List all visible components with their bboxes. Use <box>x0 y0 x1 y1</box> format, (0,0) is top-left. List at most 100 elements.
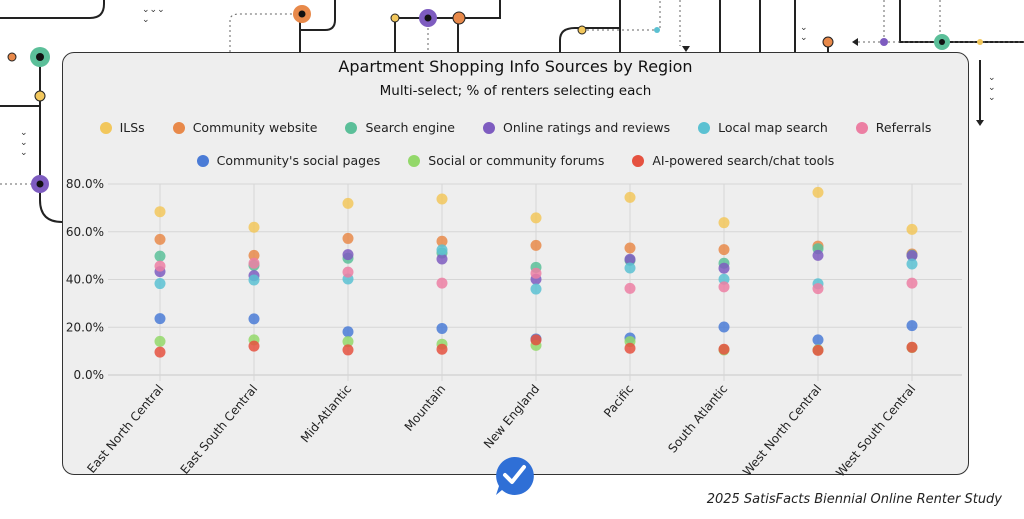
data-point <box>906 341 918 353</box>
legend-swatch <box>632 154 645 167</box>
data-point <box>154 206 166 218</box>
svg-text:⌄: ⌄ <box>988 73 996 83</box>
data-point <box>248 313 260 325</box>
data-point <box>248 340 260 352</box>
x-tick-label: East South Central <box>178 382 261 477</box>
legend-swatch <box>345 121 358 134</box>
chart-title: Apartment Shopping Info Sources by Regio… <box>338 57 693 76</box>
source-footer: 2025 SatisFacts Biennial Online Renter S… <box>706 492 1002 507</box>
data-point <box>248 221 260 233</box>
legend-item: AI-powered search/chat tools <box>632 153 834 168</box>
data-point <box>906 258 918 270</box>
y-tick-label: 20.0% <box>66 320 104 334</box>
legend-label: Social or community forums <box>428 153 605 168</box>
data-point <box>812 283 824 295</box>
legend-label: Referrals <box>875 120 932 135</box>
data-point <box>906 320 918 332</box>
data-point <box>154 346 166 358</box>
data-point <box>718 281 730 293</box>
data-point <box>906 223 918 235</box>
x-tick-label: Mid-Atlantic <box>298 382 354 445</box>
data-point <box>530 239 542 251</box>
svg-text:⌄: ⌄ <box>800 23 808 33</box>
data-point <box>906 277 918 289</box>
legend-item: Referrals <box>855 120 932 135</box>
legend-swatch <box>698 121 711 134</box>
data-point <box>718 262 730 274</box>
data-point <box>436 244 448 256</box>
data-point <box>436 235 448 247</box>
data-point <box>342 249 354 261</box>
y-tick-label: 40.0% <box>66 273 104 287</box>
data-point <box>436 277 448 289</box>
data-point <box>812 186 824 198</box>
data-point <box>248 274 260 286</box>
x-tick-label: East North Central <box>84 382 166 476</box>
data-point <box>718 217 730 229</box>
data-point <box>718 273 730 285</box>
data-point <box>248 249 260 261</box>
legend-swatch <box>99 121 112 134</box>
data-point <box>812 249 824 261</box>
legend-swatch <box>483 121 495 134</box>
legend-item: Social or community forums <box>408 153 604 168</box>
data-point <box>530 212 542 224</box>
data-point <box>154 250 166 262</box>
legend-label: Online ratings and reviews <box>503 120 671 135</box>
checkmark-speech-bubble-icon <box>492 455 538 501</box>
legend-label: Search engine <box>365 120 455 135</box>
svg-text:⌄: ⌄ <box>988 93 996 103</box>
legend-item: Community's social pages <box>196 153 380 168</box>
data-point <box>530 267 542 279</box>
legend-label: AI-powered search/chat tools <box>652 153 835 168</box>
svg-text:⌄: ⌄ <box>20 138 28 148</box>
legend-swatch <box>196 154 209 167</box>
data-point <box>154 335 166 347</box>
x-tick-label: West North Central <box>740 382 824 479</box>
svg-text:⌄⌄⌄: ⌄⌄⌄ <box>142 5 165 15</box>
svg-text:⌄: ⌄ <box>988 83 996 93</box>
data-point <box>342 336 354 348</box>
data-point <box>154 278 166 290</box>
data-point <box>624 262 636 274</box>
data-point <box>624 282 636 294</box>
legend-item: ILSs <box>99 120 145 135</box>
legend-label: Community website <box>192 120 318 135</box>
legend-item: Local map search <box>698 120 828 135</box>
data-point <box>342 344 354 356</box>
data-point <box>718 244 730 256</box>
legend-swatch <box>855 121 868 134</box>
x-tick-label: Mountain <box>402 382 449 434</box>
legend-item: Online ratings and reviews <box>483 120 670 135</box>
legend-swatch <box>172 121 185 134</box>
legend-row-2: Community's social pages Social or commun… <box>63 153 968 168</box>
data-point <box>436 253 448 265</box>
y-tick-label: 80.0% <box>66 177 104 191</box>
y-tick-label: 60.0% <box>66 225 104 239</box>
data-point <box>436 322 448 334</box>
data-point <box>342 266 354 278</box>
svg-text:⌄: ⌄ <box>20 148 28 158</box>
data-point <box>624 253 636 265</box>
data-point <box>342 326 354 338</box>
svg-text:⌄: ⌄ <box>142 15 150 25</box>
data-point <box>718 343 730 355</box>
legend-swatch <box>408 154 421 167</box>
data-point <box>812 334 824 346</box>
data-point <box>718 321 730 333</box>
x-tick-label: New England <box>481 382 542 451</box>
legend-item: Community website <box>172 120 318 135</box>
data-point <box>624 191 636 203</box>
data-point <box>436 193 448 205</box>
legend-item: Search engine <box>345 120 455 135</box>
data-point <box>248 257 260 269</box>
y-tick-label: 0.0% <box>74 368 105 382</box>
chart-subtitle: Multi-select; % of renters selecting eac… <box>379 83 652 99</box>
x-tick-label: West South Central <box>833 382 918 480</box>
data-point <box>154 260 166 272</box>
x-tick-label: Pacific <box>601 382 636 420</box>
legend-label: Local map search <box>718 120 828 135</box>
data-point <box>530 334 542 346</box>
